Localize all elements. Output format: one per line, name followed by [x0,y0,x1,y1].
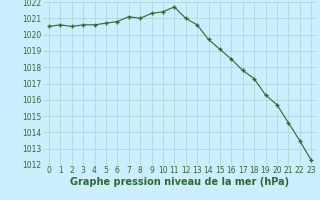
X-axis label: Graphe pression niveau de la mer (hPa): Graphe pression niveau de la mer (hPa) [70,177,290,187]
